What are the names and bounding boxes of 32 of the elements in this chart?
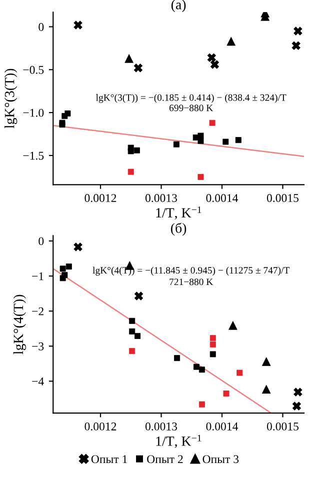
annotation: lgK°(3(T)) = −(0.185 ± 0.414) − (838.4 ± 324)/T — [96, 94, 286, 103]
y-tick-label: −1.0 — [23, 108, 44, 117]
y-tick-label: −2 — [32, 307, 44, 316]
x-tick-label: 0.0014 — [206, 422, 238, 430]
y-tick-label: −0.5 — [23, 66, 44, 74]
legend-label: Опыт 2 — [147, 455, 183, 464]
y-tick-label: −4 — [32, 378, 44, 386]
y-tick-label: −3 — [32, 342, 44, 350]
chart-title: (б) — [171, 222, 186, 236]
point — [62, 272, 68, 278]
annotation: 699−880 K — [169, 104, 214, 112]
x-tick-label: 0.0012 — [84, 422, 116, 430]
x-tick-label: 0.0013 — [145, 194, 178, 202]
x-tick-label: 0.0015 — [266, 194, 299, 202]
annotation: lgK°(4(T)) = −(11.845 ± 0.945) − (11275 ± 747)/T — [92, 266, 290, 276]
x-tick-label: 0.0015 — [266, 422, 299, 430]
legend-label: Опыт 3 — [202, 455, 239, 464]
y-tick-label: 0 — [38, 237, 44, 246]
annotation: 721−880 K — [170, 278, 214, 286]
x-tick-label: 0.0013 — [145, 422, 178, 430]
y-tick-label: −1.5 — [23, 152, 44, 160]
chart-title: (а) — [171, 0, 186, 12]
y-axis-title: lgK°(4(T)) — [13, 294, 26, 354]
x-axis-title: 1/T, K$^{−1}$ — [156, 434, 202, 448]
x-tick-label: 0.0012 — [84, 194, 116, 202]
legend-label: Опыт 1 — [91, 455, 127, 464]
x-tick-label: 0.0014 — [206, 194, 238, 202]
y-axis-title: lgK°(3(T)) — [4, 68, 18, 128]
point — [74, 20, 82, 30]
x-axis-title: 1/T, K$^{−1}$ — [156, 206, 202, 220]
y-tick-label: −1 — [32, 272, 44, 280]
y-tick-label: 0 — [38, 22, 44, 31]
